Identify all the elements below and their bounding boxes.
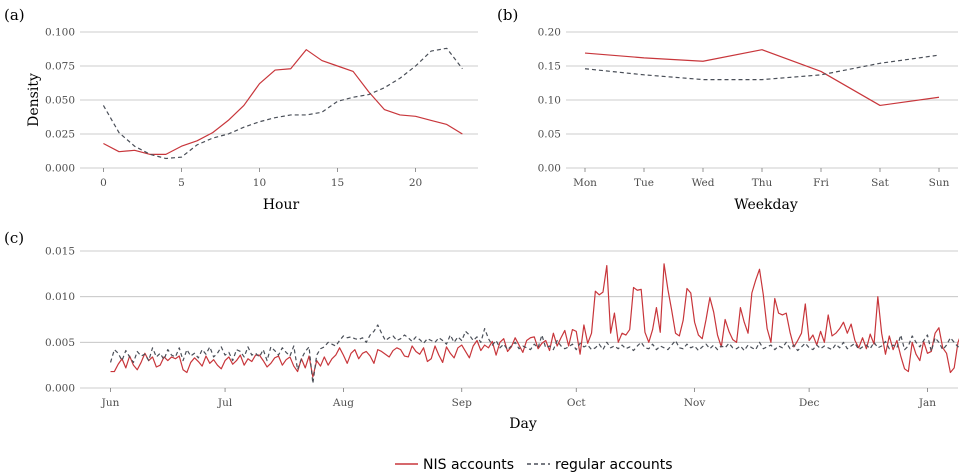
panel-c-tag: (c) — [4, 229, 24, 247]
x-tick-label: 20 — [409, 177, 422, 189]
y-tick-label: 0.000 — [45, 383, 75, 395]
legend-regular-label: regular accounts — [555, 457, 673, 473]
panel-c-xlabel: Day — [509, 416, 537, 432]
panel-b-xlabel: Weekday — [734, 197, 798, 213]
x-tick-label: Mon — [573, 177, 597, 189]
x-tick-label: 5 — [178, 177, 185, 189]
x-tick-label: Oct — [567, 397, 586, 409]
y-tick-label: 0.15 — [538, 61, 561, 73]
nis-accounts-line — [584, 49, 940, 107]
x-tick-label: Nov — [684, 397, 706, 409]
y-tick-label: 0.025 — [45, 129, 75, 141]
panel-b-tag: (b) — [497, 6, 518, 24]
x-tick-label: Sep — [452, 397, 472, 409]
y-tick-label: 0.000 — [45, 163, 75, 175]
x-tick-label: Jun — [101, 397, 120, 409]
regular-accounts-line — [109, 324, 959, 385]
x-tick-label: Jan — [918, 397, 936, 409]
x-tick-label: Jul — [217, 397, 233, 409]
y-tick-label: 0.050 — [45, 95, 75, 107]
x-tick-label: Tue — [634, 177, 654, 189]
y-tick-label: 0.05 — [538, 129, 561, 141]
y-tick-label: 0.10 — [538, 95, 561, 107]
x-tick-label: Sat — [871, 177, 889, 189]
legend-nis-label: NIS accounts — [423, 457, 514, 473]
x-tick-label: 0 — [100, 177, 107, 189]
panel-c: (c) 0.000 0.005 0.010 0.015 Jun Jul Aug Sep Oct… — [4, 229, 959, 432]
legend: NIS accounts regular accounts — [395, 457, 673, 473]
x-tick-label: Dec — [799, 397, 820, 409]
y-tick-label: 0.010 — [45, 291, 75, 303]
y-tick-label: 0.075 — [45, 61, 75, 73]
x-tick-label: Fri — [813, 177, 829, 189]
y-tick-label: 0.00 — [538, 163, 561, 175]
panel-b: (b) 0.00 0.05 0.10 0.15 0.20 Mon Tue Wed Thu Fri… — [497, 6, 958, 213]
x-tick-label: 10 — [253, 177, 266, 189]
x-tick-label: Thu — [752, 177, 773, 189]
regular-accounts-line — [102, 47, 463, 160]
regular-accounts-line — [584, 54, 940, 81]
y-tick-label: 0.20 — [538, 27, 561, 39]
panel-a: (a) 0.000 0.025 0.050 0.075 0.100 0 5 10 15 20 H… — [4, 6, 478, 213]
x-tick-label: Sun — [929, 177, 950, 189]
x-tick-label: Wed — [692, 177, 715, 189]
panel-a-ylabel: Density — [26, 73, 42, 127]
x-tick-label: Aug — [332, 397, 354, 409]
y-tick-label: 0.005 — [45, 337, 75, 349]
nis-accounts-line — [110, 263, 959, 378]
y-tick-label: 0.100 — [45, 27, 75, 39]
panel-a-xlabel: Hour — [263, 197, 300, 213]
panel-a-tag: (a) — [4, 6, 25, 24]
nis-accounts-line — [103, 49, 463, 155]
y-tick-label: 0.015 — [45, 246, 75, 258]
x-tick-label: 15 — [331, 177, 344, 189]
